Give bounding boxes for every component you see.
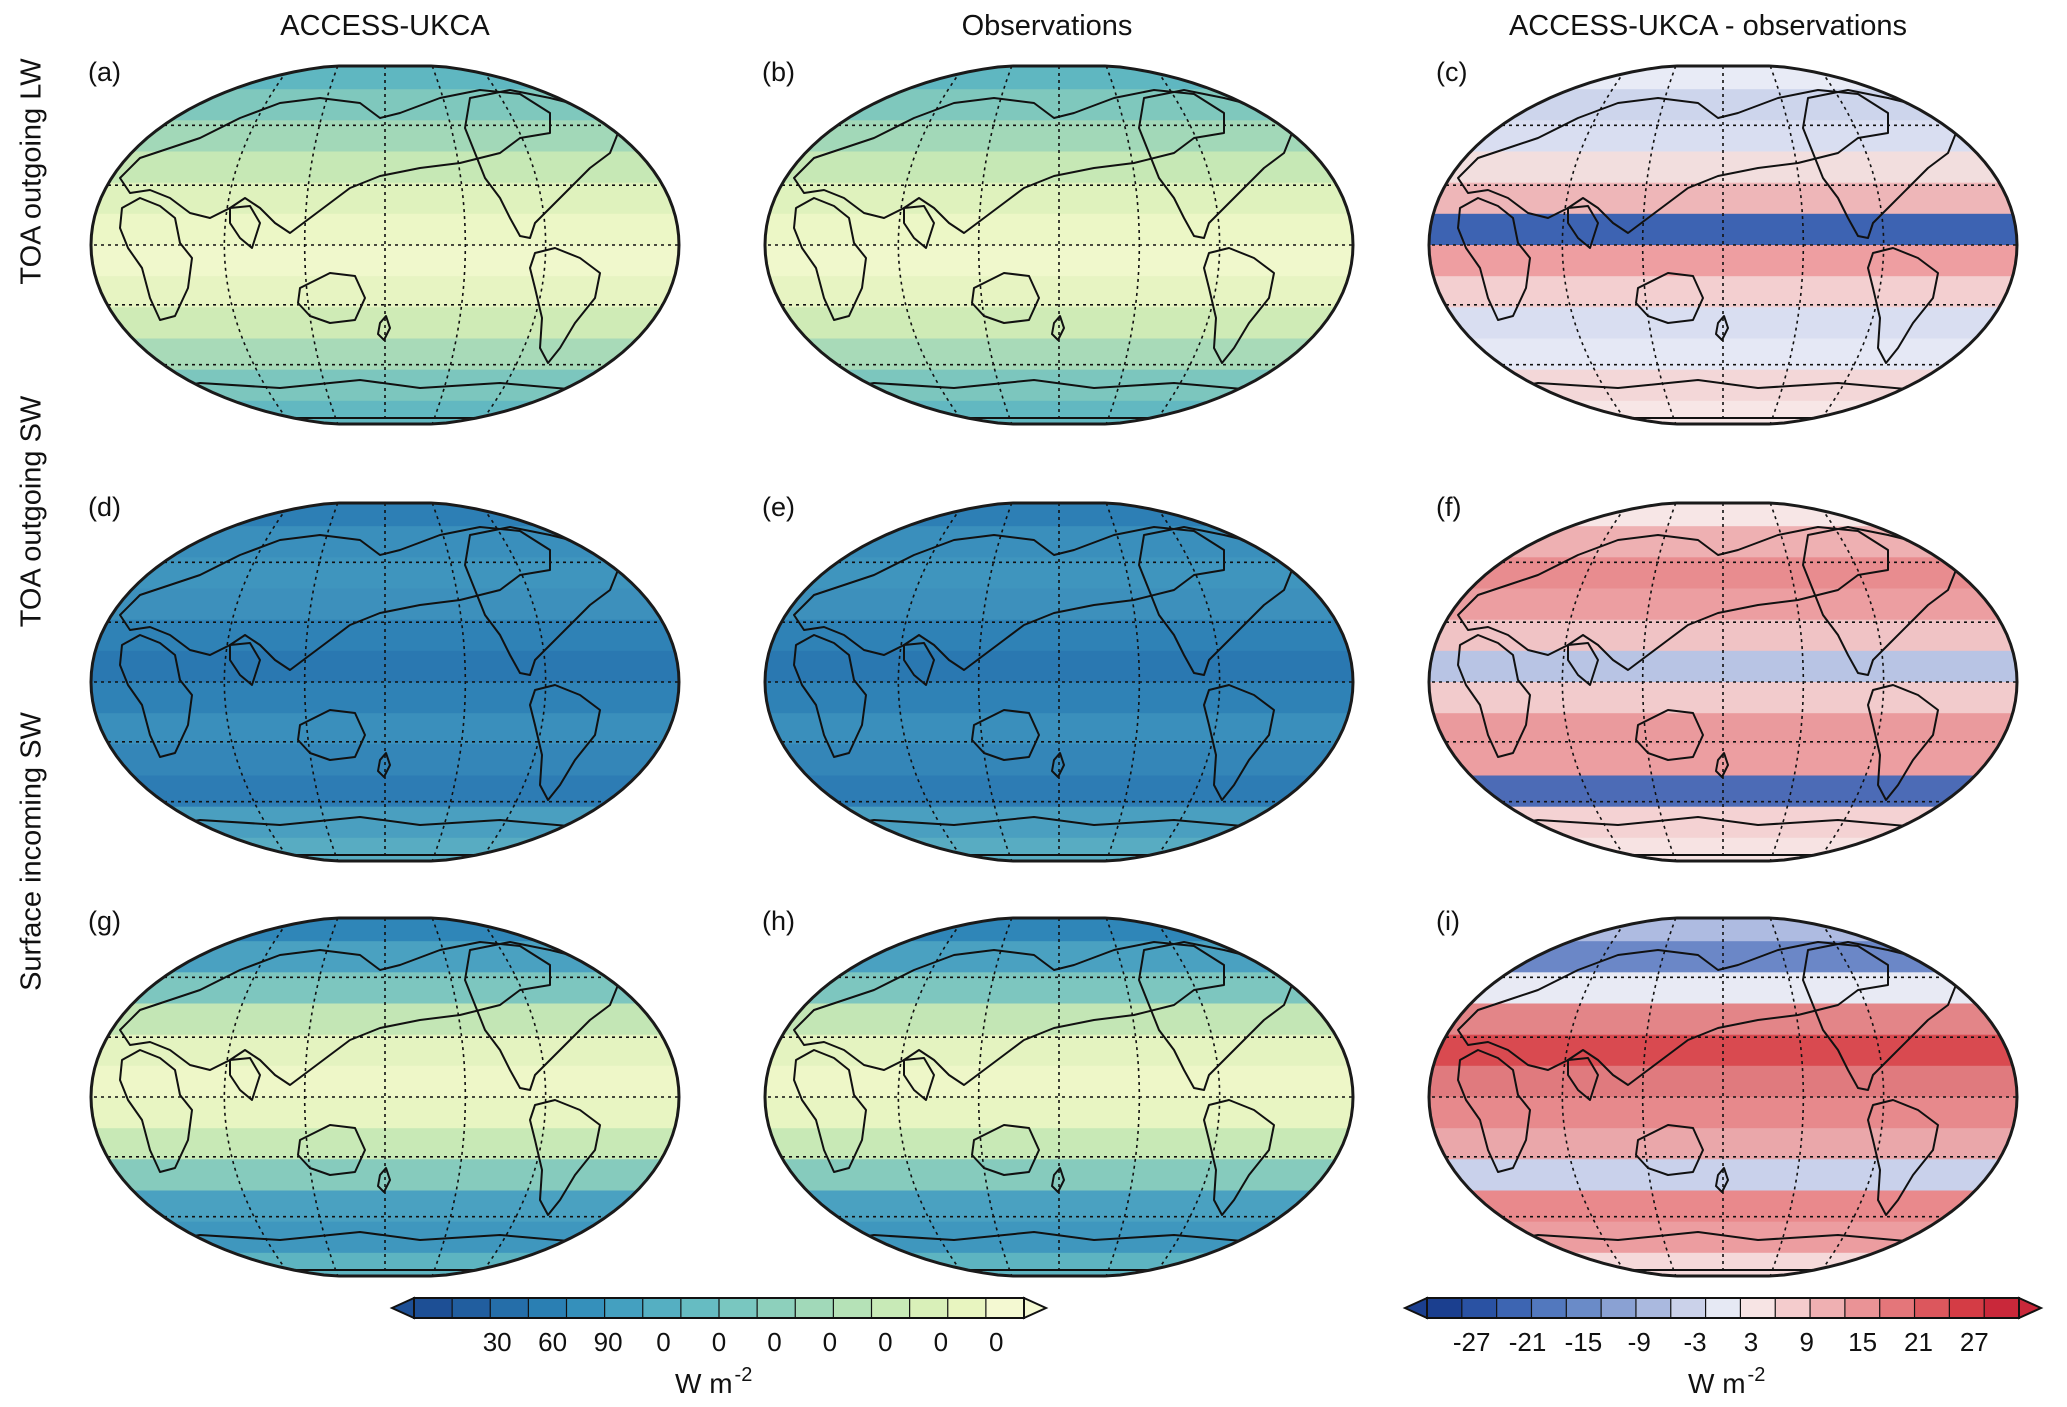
colorbar-difference-unit: W m -2 [1688, 1364, 1766, 1399]
column-title-difference: ACCESS-UKCA - observations [1508, 10, 1908, 42]
colorbar-tick-label: 0 [822, 1327, 838, 1357]
colorbar-tick-label: 0 [878, 1327, 893, 1357]
colorbar-tick-label: 0 [656, 1327, 671, 1357]
map-panel-e [763, 501, 1355, 863]
row-label-toa-lw: TOA outgoing LW [15, 58, 48, 285]
colorbar-tick-label: 0 [933, 1327, 949, 1357]
panel-letter: (a) [88, 57, 121, 87]
map-panel-b [763, 64, 1355, 426]
map-panel-c [1427, 64, 2019, 426]
panel-letter: (e) [762, 492, 795, 522]
row-label-surface-sw: Surface incoming SW [15, 712, 48, 991]
panel-letter: (i) [1436, 906, 1460, 936]
map-panel-a [89, 64, 681, 426]
map-panel-h [763, 916, 1355, 1278]
colorbar-tick-label: -3 [1683, 1327, 1707, 1357]
row-label-toa-sw: TOA outgoing SW [15, 395, 48, 628]
map-panel-f [1427, 501, 2019, 863]
panel-letter: (d) [88, 492, 121, 522]
map-panel-g [89, 916, 681, 1278]
colorbar-tick-label: 30 [482, 1327, 512, 1357]
colorbar-absolute-ticks: 30 60 90 0 0 0 0 0 0 0 [392, 1327, 1046, 1359]
panel-letter: (b) [762, 57, 795, 87]
column-title-observations: Observations [961, 10, 1133, 42]
colorbar-tick-label: 3 [1743, 1327, 1759, 1357]
panel-letter: (c) [1436, 57, 1468, 87]
colorbar-difference [1402, 1296, 2044, 1320]
colorbar-tick-label: 0 [989, 1327, 1004, 1357]
panel-letter: (f) [1436, 492, 1462, 522]
colorbar-tick-label: 9 [1799, 1327, 1814, 1357]
map-panel-i [1427, 916, 2019, 1278]
colorbar-tick-label: -21 [1508, 1327, 1547, 1357]
panel-letter: (g) [88, 906, 121, 936]
colorbar-absolute-unit: W m -2 [675, 1364, 753, 1399]
colorbar-tick-label: 21 [1904, 1327, 1933, 1357]
colorbar-absolute [389, 1296, 1049, 1320]
colorbar-tick-label: 0 [767, 1327, 782, 1357]
colorbar-tick-label: 90 [593, 1327, 623, 1357]
colorbar-tick-label: -9 [1627, 1327, 1651, 1357]
panel-letter: (h) [762, 906, 795, 936]
colorbar-tick-label: -15 [1564, 1327, 1603, 1357]
colorbar-tick-label: 27 [1959, 1327, 1989, 1357]
colorbar-difference-ticks: -27 -21 -15 -9 -3 3 9 15 21 27 [1405, 1327, 2041, 1359]
column-title-model: ACCESS-UKCA [280, 10, 490, 42]
colorbar-tick-label: -27 [1452, 1327, 1491, 1357]
colorbar-tick-label: 60 [538, 1327, 568, 1357]
colorbar-tick-label: 15 [1848, 1327, 1878, 1357]
map-panel-d [89, 501, 681, 863]
colorbar-tick-label: 0 [711, 1327, 727, 1357]
